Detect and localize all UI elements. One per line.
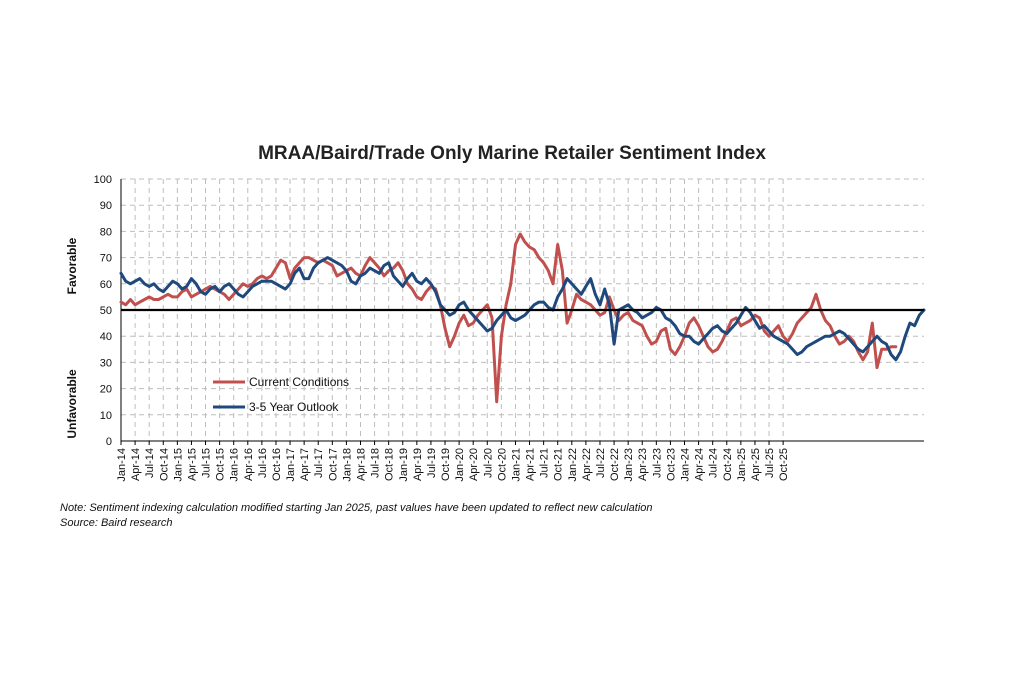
x-tick-label: Oct-15 bbox=[215, 448, 227, 481]
x-tick-label: Jan-22 bbox=[567, 448, 579, 482]
x-tick-label: Jul-22 bbox=[595, 448, 607, 478]
x-tick-label: Apr-21 bbox=[525, 448, 537, 481]
x-tick-label: Oct-19 bbox=[440, 448, 452, 481]
x-tick-label: Jan-14 bbox=[116, 448, 128, 482]
legend-label: Current Conditions bbox=[249, 375, 349, 389]
series-line-outlook bbox=[119, 256, 926, 362]
y-tick-label: 100 bbox=[94, 174, 112, 186]
y-axis-labels: Favorable Unfavorable bbox=[65, 237, 79, 438]
x-tick-label: Oct-23 bbox=[665, 448, 677, 481]
x-tick-label: Jul-17 bbox=[313, 448, 325, 478]
series bbox=[119, 232, 926, 404]
x-tick-label: Apr-16 bbox=[243, 448, 255, 481]
x-tick-label: Jul-16 bbox=[257, 448, 269, 478]
x-tick-label: Apr-23 bbox=[637, 448, 649, 481]
source-text: Source: Baird research bbox=[60, 517, 173, 529]
x-tick-label: Jan-18 bbox=[341, 448, 353, 482]
y-tick-label: 30 bbox=[100, 357, 112, 369]
x-tick-label: Jan-24 bbox=[680, 448, 692, 482]
x-tick-label: Apr-25 bbox=[750, 448, 762, 481]
chart-title: MRAA/Baird/Trade Only Marine Retailer Se… bbox=[258, 143, 766, 164]
x-tick-label: Jan-15 bbox=[172, 448, 184, 482]
x-tick-label: Jul-19 bbox=[426, 448, 438, 478]
x-tick-label: Oct-24 bbox=[722, 448, 734, 481]
x-tick-label: Apr-19 bbox=[412, 448, 424, 481]
x-tick-label: Jul-18 bbox=[370, 448, 382, 478]
x-tick-label: Jul-24 bbox=[708, 448, 720, 478]
x-tick-label: Apr-18 bbox=[355, 448, 367, 481]
x-tick-label: Apr-14 bbox=[130, 448, 142, 481]
x-tick-label: Apr-20 bbox=[468, 448, 480, 481]
x-tick-label: Oct-21 bbox=[553, 448, 565, 481]
x-tick-label: Jul-15 bbox=[201, 448, 213, 478]
x-tick-label: Apr-15 bbox=[186, 448, 198, 481]
x-tick-label: Apr-22 bbox=[581, 448, 593, 481]
x-tick-label: Jan-16 bbox=[229, 448, 241, 482]
x-tick-label: Jan-25 bbox=[736, 448, 748, 482]
x-tick-label: Oct-17 bbox=[327, 448, 339, 481]
x-tick-label: Jan-21 bbox=[510, 448, 522, 482]
x-tick-label: Jan-17 bbox=[285, 448, 297, 482]
y-tick-label: 0 bbox=[106, 436, 112, 448]
x-tick-label: Apr-24 bbox=[694, 448, 706, 481]
y-tick-label: 90 bbox=[100, 200, 112, 212]
y-tick-label: 80 bbox=[100, 226, 112, 238]
y-tick-label: 60 bbox=[100, 279, 112, 291]
x-tick-label: Oct-18 bbox=[384, 448, 396, 481]
x-tick-label: Oct-22 bbox=[609, 448, 621, 481]
x-tick-label: Jan-19 bbox=[398, 448, 410, 482]
legend: Current Conditions 3-5 Year Outlook bbox=[213, 375, 349, 414]
x-tick-label: Jan-20 bbox=[454, 448, 466, 482]
x-tick-label: Jan-23 bbox=[623, 448, 635, 482]
y-tick-label: 40 bbox=[100, 331, 112, 343]
y-label-unfavorable: Unfavorable bbox=[65, 369, 79, 439]
y-tick-label: 20 bbox=[100, 384, 112, 396]
y-label-favorable: Favorable bbox=[65, 237, 79, 294]
legend-label: 3-5 Year Outlook bbox=[249, 400, 339, 414]
y-tick-label: 70 bbox=[100, 253, 112, 265]
axes: 0 10 20 30 40 50 60 70 80 90 100 Jan-14 Apr-14 Jul-14… bbox=[94, 174, 924, 482]
footnote-text: Note: Sentiment indexing calculation mod… bbox=[60, 502, 653, 514]
x-tick-label: Oct-25 bbox=[778, 448, 790, 481]
x-tick-label: Jul-23 bbox=[651, 448, 663, 478]
x-tick-label: Jul-14 bbox=[144, 448, 156, 478]
x-tick-label: Jul-21 bbox=[539, 448, 551, 478]
series-line-current-conditions bbox=[119, 232, 898, 404]
x-tick-label: Jul-25 bbox=[764, 448, 776, 478]
x-tick-label: Oct-16 bbox=[271, 448, 283, 481]
x-tick-label: Apr-17 bbox=[299, 448, 311, 481]
x-tick-label: Oct-20 bbox=[496, 448, 508, 481]
y-tick-label: 10 bbox=[100, 410, 112, 422]
x-tick-label: Oct-14 bbox=[158, 448, 170, 481]
y-tick-label: 50 bbox=[100, 305, 112, 317]
x-tick-label: Jul-20 bbox=[482, 448, 494, 478]
